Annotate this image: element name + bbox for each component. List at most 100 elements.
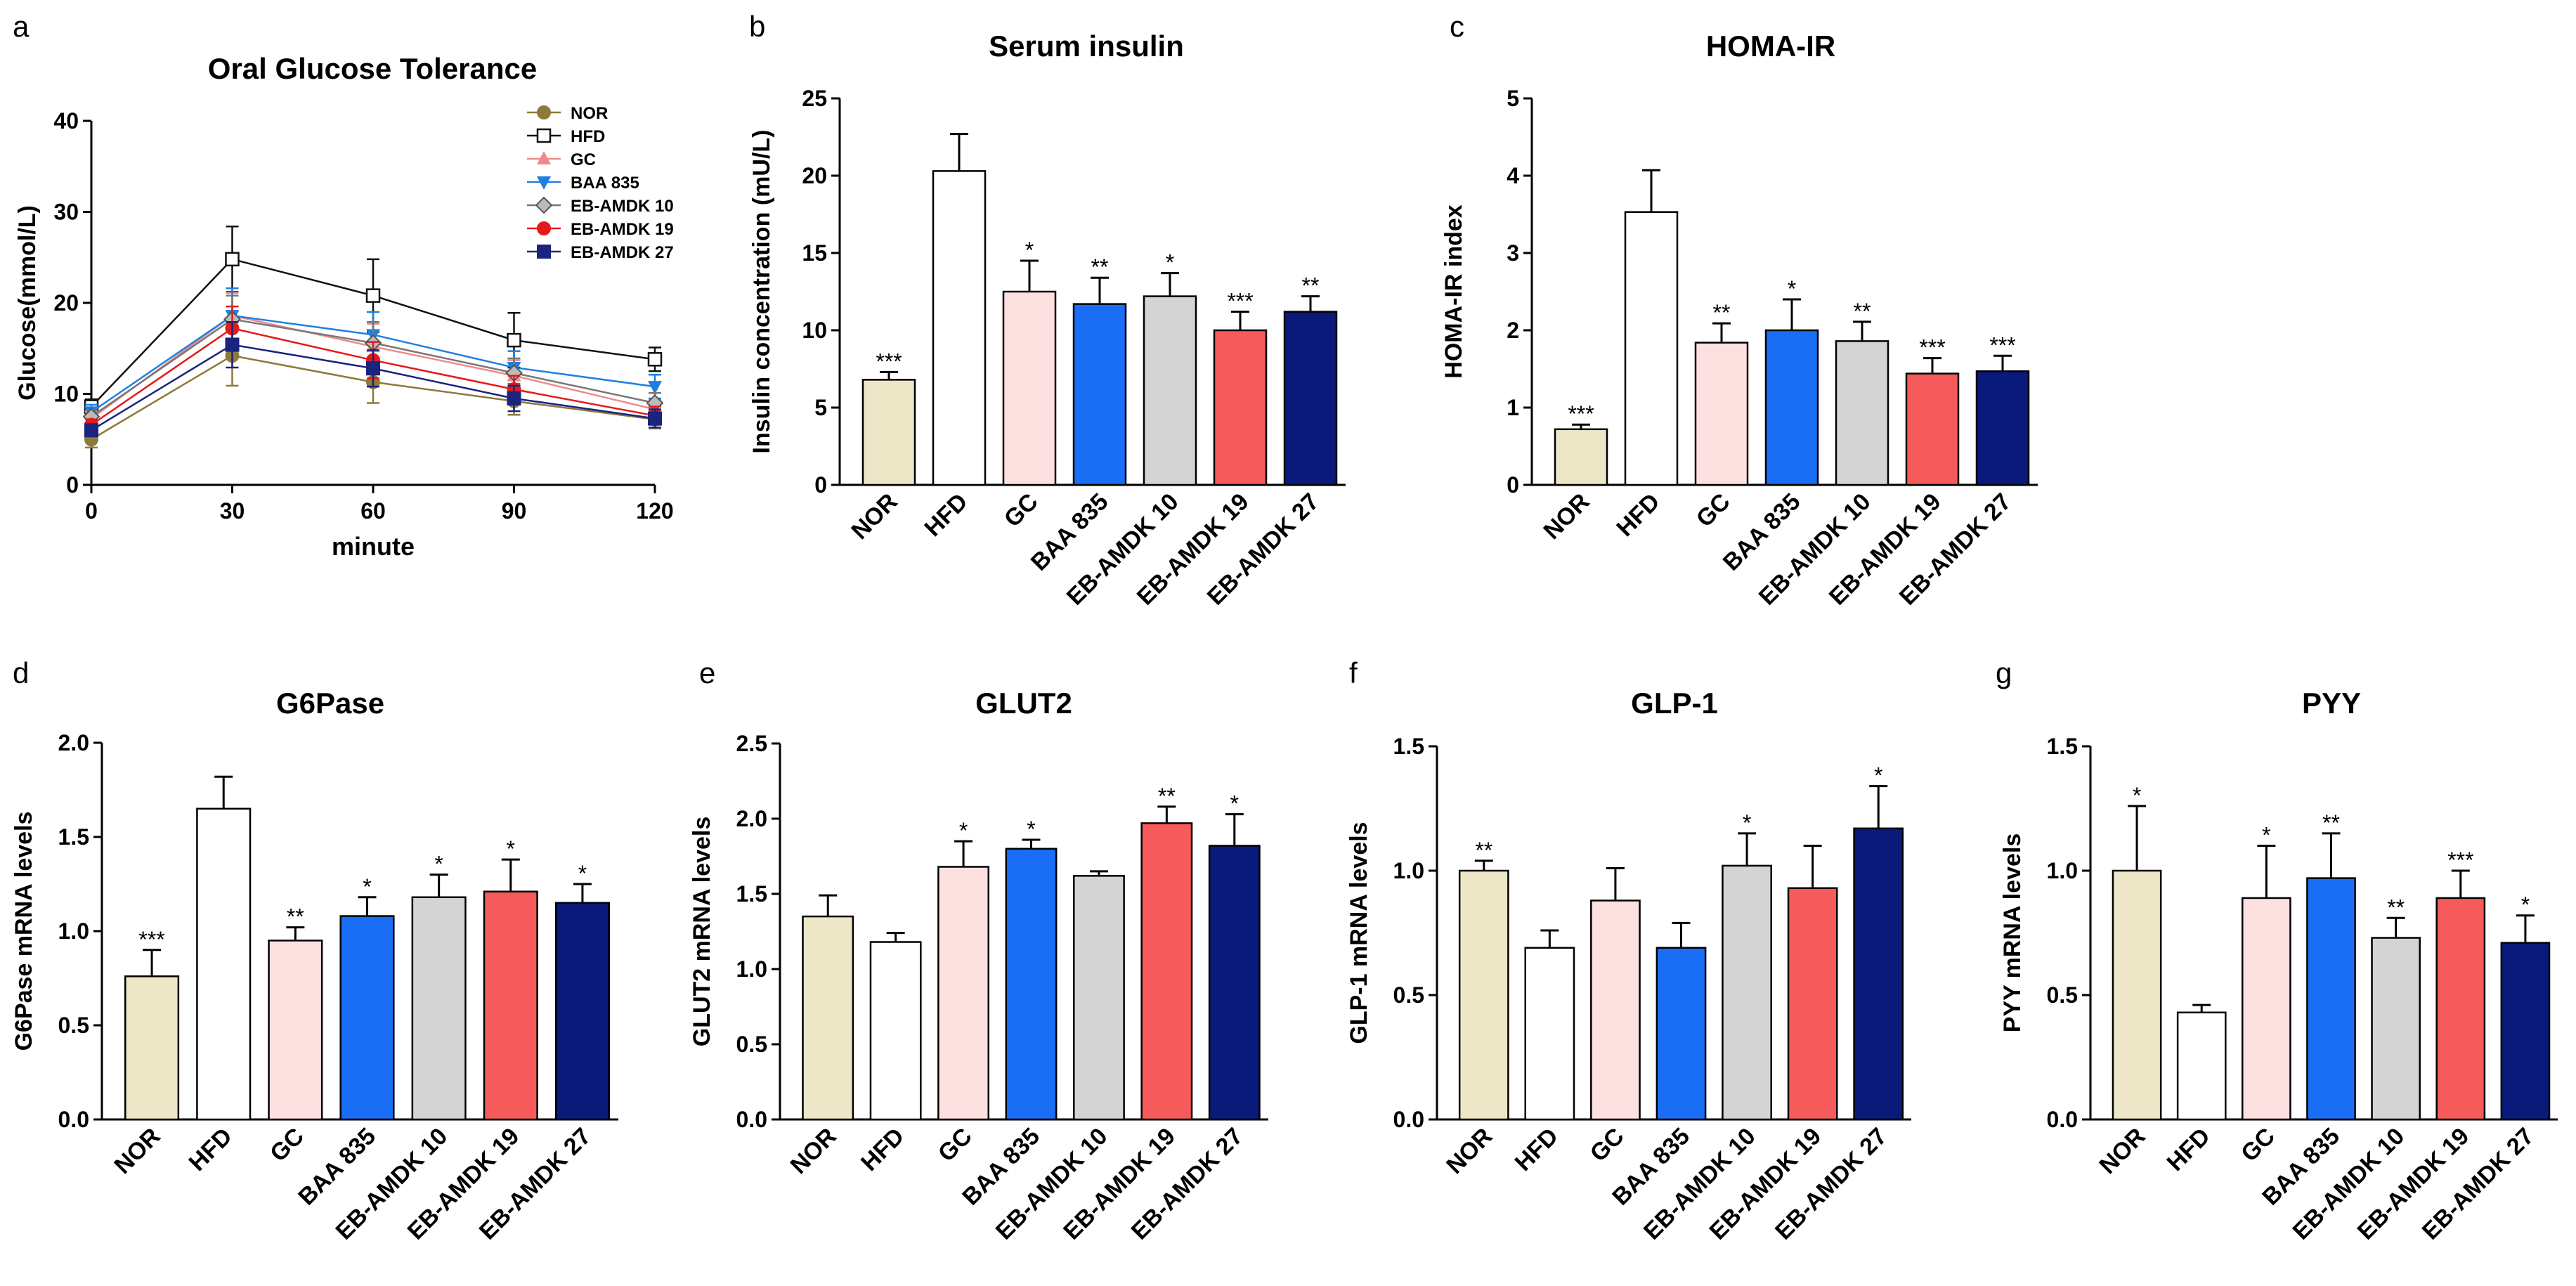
x-tick-label: 90 <box>502 498 527 524</box>
significance-label: * <box>2133 783 2141 808</box>
y-axis-label: PYY mRNA levels <box>1999 833 2026 1032</box>
data-point <box>507 332 521 348</box>
data-point <box>225 337 240 352</box>
x-category-label: HFD <box>2162 1123 2216 1176</box>
y-tick-label: 2.5 <box>736 731 767 756</box>
y-tick-label: 1.5 <box>58 824 89 850</box>
y-tick-label: 3 <box>1507 240 1519 266</box>
bar-nor <box>1554 428 1608 486</box>
bar-nor <box>2112 869 2162 1121</box>
bar-nor <box>861 379 916 486</box>
y-tick-label: 1.5 <box>2047 734 2078 759</box>
significance-label: ** <box>1854 299 1871 324</box>
x-tick-label: 120 <box>636 498 673 524</box>
panel-d: d G6Pase 0.0 0.5 1.0 1.5 2.0 G6Pase mRNA levels… <box>11 656 618 1245</box>
panel-letter: c <box>1450 10 1464 43</box>
significance-label: * <box>959 818 968 843</box>
bar-hfd <box>869 941 922 1121</box>
significance-label: ** <box>1302 273 1320 299</box>
y-tick-label: 10 <box>802 318 827 343</box>
bar-baa-835 <box>1764 329 1819 486</box>
y-axis-label: HOMA-IR index <box>1440 204 1467 379</box>
bar-eb-amdk-27 <box>1208 845 1261 1121</box>
panel-g: g PYY 0.0 0.5 1.0 1.5 PYY mRNA levels * NOR HFD * G… <box>1996 656 2558 1245</box>
significance-label: * <box>1743 810 1751 836</box>
y-tick-label: 1.5 <box>1393 734 1424 759</box>
significance-label: *** <box>1989 332 2015 358</box>
legend-label: NOR <box>571 104 608 123</box>
data-point <box>225 252 240 267</box>
significance-label: * <box>507 836 515 862</box>
y-tick-label: 2.0 <box>736 806 767 831</box>
chart-title: GLP-1 <box>1631 687 1718 720</box>
bar-baa-835 <box>1072 303 1127 486</box>
bar-nor <box>1458 869 1509 1121</box>
legend-label: EB-AMDK 10 <box>571 197 674 216</box>
data-point <box>84 423 98 438</box>
bar-gc <box>937 866 989 1121</box>
x-category-label: EB-AMDK 19 <box>2353 1123 2475 1245</box>
legend-marker <box>537 176 551 190</box>
legend-marker <box>537 151 551 164</box>
bar-eb-amdk-19 <box>1213 329 1268 486</box>
y-tick-label: 0.0 <box>736 1107 767 1132</box>
legend-marker <box>537 221 551 235</box>
legend-marker <box>536 128 552 143</box>
x-tick-label: 30 <box>220 498 245 524</box>
panel-letter: b <box>749 10 765 43</box>
significance-label: *** <box>138 927 164 952</box>
significance-label: ** <box>2322 810 2340 836</box>
bar-eb-amdk-19 <box>1905 372 1960 486</box>
y-tick-label: 0.5 <box>2047 982 2078 1008</box>
significance-label: * <box>1874 763 1882 788</box>
y-tick-label: 20 <box>802 163 827 188</box>
data-point <box>507 391 521 405</box>
significance-label: * <box>434 852 443 877</box>
x-category-label: HFD <box>856 1123 909 1176</box>
bar-gc <box>1590 899 1641 1121</box>
significance-label: * <box>1025 238 1034 263</box>
bar-eb-amdk-19 <box>1140 822 1193 1121</box>
data-point <box>648 381 662 395</box>
x-category-label: GC <box>933 1123 977 1167</box>
significance-label: *** <box>1919 335 1945 361</box>
panel-a: a Oral Glucose Tolerance 0 10 20 30 40 0 30 60 90 1… <box>13 10 674 561</box>
significance-label: ** <box>1091 254 1109 280</box>
data-point <box>647 352 663 367</box>
significance-label: * <box>1027 817 1035 842</box>
bar-eb-amdk-10 <box>411 896 467 1121</box>
y-tick-label: 20 <box>53 290 79 316</box>
x-category-label: HFD <box>919 488 972 542</box>
y-tick-label: 0.0 <box>1393 1107 1424 1132</box>
y-tick-label: 10 <box>53 382 79 407</box>
y-tick-label: 5 <box>814 395 827 420</box>
y-tick-label: 1.0 <box>58 918 89 944</box>
panel-b: b Serum insulin 0 5 10 15 20 25 Insulin concentr… <box>748 10 1346 611</box>
significance-label: ** <box>2387 895 2405 920</box>
x-category-label: NOR <box>846 488 902 545</box>
y-tick-label: 1.0 <box>736 956 767 982</box>
panel-letter: g <box>1996 656 2012 689</box>
y-tick-label: 15 <box>802 240 827 266</box>
bar-eb-amdk-19 <box>483 890 538 1121</box>
bar-eb-amdk-27 <box>1853 827 1904 1121</box>
x-category-label: EB-AMDK 27 <box>2417 1123 2539 1245</box>
bar-baa-835 <box>1655 947 1707 1121</box>
y-tick-label: 5 <box>1507 86 1519 111</box>
bar-eb-amdk-27 <box>554 902 610 1121</box>
y-axis-label: G6Pase mRNA levels <box>11 812 37 1051</box>
y-tick-label: 1 <box>1507 395 1519 420</box>
x-category-label: GC <box>1585 1123 1629 1167</box>
x-axis-label: minute <box>332 532 415 561</box>
x-category-label: HFD <box>1510 1123 1563 1176</box>
y-tick-label: 0 <box>66 472 79 498</box>
legend-label: BAA 835 <box>571 174 639 193</box>
legend-marker <box>537 105 551 119</box>
chart-title: GLUT2 <box>975 687 1072 720</box>
x-category-label: GC <box>2236 1123 2280 1167</box>
y-tick-label: 0.5 <box>1393 982 1424 1008</box>
x-category-label: NOR <box>786 1123 842 1179</box>
y-axis-label: GLP-1 mRNA levels <box>1346 821 1372 1044</box>
